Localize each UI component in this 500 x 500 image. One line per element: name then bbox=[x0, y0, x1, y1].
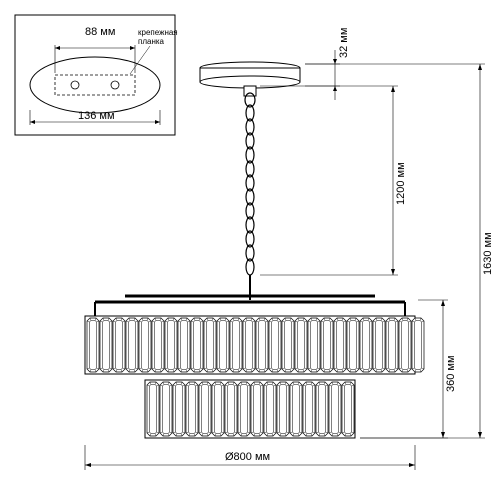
bracket-label-1: крепежная bbox=[138, 28, 178, 37]
dimension-diameter: Ø800 мм bbox=[85, 445, 415, 470]
chain-length-label: 1200 мм bbox=[395, 162, 407, 205]
inset-detail: 88 мм крепежная планка 136 мм bbox=[15, 15, 178, 135]
diagram-container: 88 мм крепежная планка 136 мм bbox=[0, 0, 500, 500]
bracket-label-2: планка bbox=[138, 37, 165, 46]
technical-drawing: 88 мм крепежная планка 136 мм bbox=[0, 0, 500, 500]
dimensions-right: 32 мм 1200 мм 360 мм 1630 мм bbox=[260, 28, 494, 438]
total-height-label: 1630 мм bbox=[482, 232, 494, 275]
inset-width-label: 88 мм bbox=[85, 26, 115, 38]
body-height-label: 360 мм bbox=[445, 355, 457, 392]
diameter-label: Ø800 мм bbox=[225, 451, 270, 463]
canopy-height-label: 32 мм bbox=[338, 28, 350, 58]
chain bbox=[246, 105, 254, 275]
inset-base-label: 136 мм bbox=[78, 110, 115, 122]
chandelier bbox=[85, 62, 415, 438]
